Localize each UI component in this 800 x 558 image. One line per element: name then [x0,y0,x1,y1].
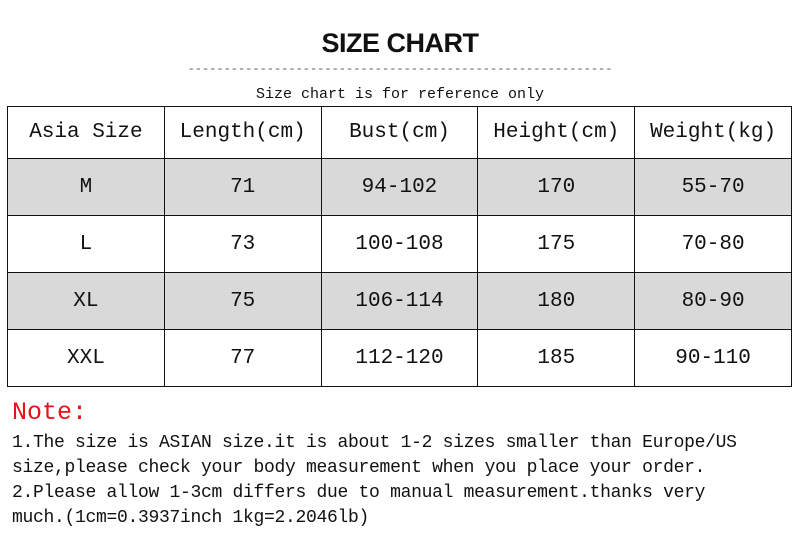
table-cell: 90-110 [634,329,792,387]
table-row: XL 75 106-114 180 80-90 [7,272,792,330]
table-cell: 70-80 [634,215,792,273]
table-cell: 75 [163,272,322,330]
header-cell: Length(cm) [163,106,322,159]
table-cell: XXL [7,329,165,387]
table-row: M 71 94-102 170 55-70 [7,158,792,216]
page-title: SIZE CHART [321,28,480,58]
subtitle: Size chart is for reference only [255,86,545,103]
table-header-row: Asia Size Length(cm) Bust(cm) Height(cm)… [7,106,792,159]
table-row: XXL 77 112-120 185 90-110 [7,329,792,387]
note-line: 2.Please allow 1-3cm differs due to manu… [12,483,706,503]
header-cell: Height(cm) [477,106,636,159]
header-cell: Asia Size [7,106,165,159]
table-cell: L [7,215,165,273]
table-cell: 100-108 [320,215,479,273]
table-cell: 106-114 [320,272,479,330]
table-cell: 185 [477,329,636,387]
note-line: size,please check your body measurement … [12,458,706,478]
table-cell: 80-90 [634,272,792,330]
table-cell: 55-70 [634,158,792,216]
size-table: Asia Size Length(cm) Bust(cm) Height(cm)… [7,106,792,387]
header-cell: Weight(kg) [634,106,792,159]
note-line: much.(1cm=0.3937inch 1kg=2.2046lb) [12,508,370,528]
note-line: 1.The size is ASIAN size.it is about 1-2… [12,433,737,453]
table-cell: 73 [163,215,322,273]
table-cell: M [7,158,165,216]
note-text: 1.The size is ASIAN size.it is about 1-2… [12,431,737,531]
table-cell: 112-120 [320,329,479,387]
table-cell: XL [7,272,165,330]
table-cell: 77 [163,329,322,387]
table-cell: 180 [477,272,636,330]
note-label: Note: [12,398,88,427]
table-cell: 170 [477,158,636,216]
table-cell: 175 [477,215,636,273]
table-row: L 73 100-108 175 70-80 [7,215,792,273]
header-cell: Bust(cm) [320,106,479,159]
table-cell: 71 [163,158,322,216]
table-cell: 94-102 [320,158,479,216]
dashed-divider: ----------------------------------------… [187,62,613,76]
